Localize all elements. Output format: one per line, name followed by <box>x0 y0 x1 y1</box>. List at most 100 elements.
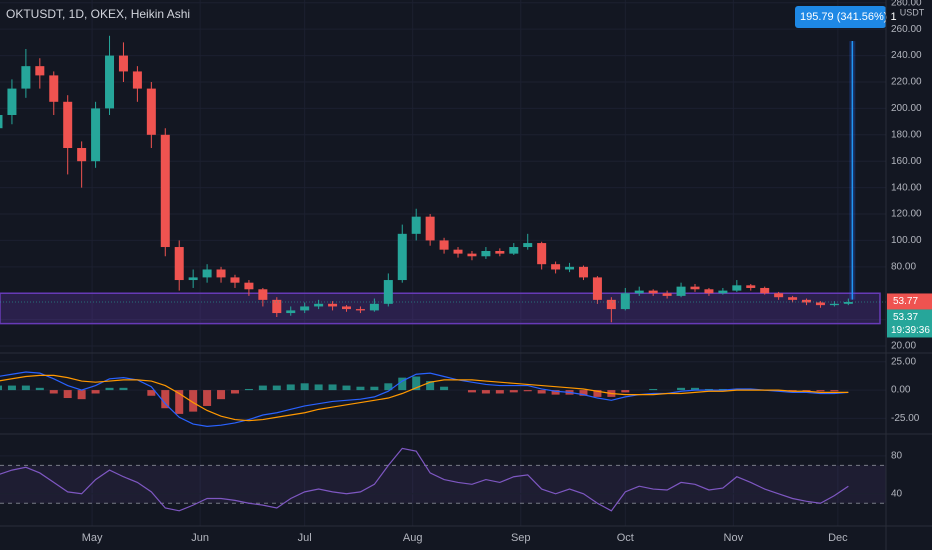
macd-histogram-bar <box>537 390 546 394</box>
candle-body <box>495 250 505 254</box>
candle-body <box>829 303 839 306</box>
macd-histogram-bar <box>0 385 2 391</box>
main-layer: 195.79 (341.56%) 1 <box>0 6 897 512</box>
candle-body <box>244 282 254 290</box>
y-tick-label: 80.00 <box>891 261 916 272</box>
candle-body <box>202 269 212 278</box>
macd-histogram-bar <box>621 390 630 393</box>
macd-histogram-bar <box>272 385 281 391</box>
rsi-band <box>0 465 886 504</box>
macd-histogram-bar <box>7 385 16 391</box>
candle-body <box>174 247 184 281</box>
rsi-line <box>0 447 849 512</box>
macd-histogram-bar <box>426 381 435 391</box>
candle-body <box>509 247 519 254</box>
macd-histogram-bar <box>342 385 351 391</box>
candle-body <box>606 299 616 310</box>
macd-histogram-bar <box>258 385 267 391</box>
y-tick-label: 80 <box>891 451 903 462</box>
macd-line <box>0 374 849 422</box>
macd-histogram-bar <box>593 390 602 397</box>
macd-histogram-bar <box>300 383 309 391</box>
candle-body <box>411 216 421 234</box>
measure-label-box <box>795 6 886 28</box>
candle-body <box>592 277 602 300</box>
y-tick-label: 240.00 <box>891 50 922 61</box>
x-tick-label: Jul <box>298 532 312 544</box>
macd-histogram-bar <box>147 390 156 396</box>
candle-body <box>439 240 449 250</box>
countdown: 19:39:36 <box>891 325 930 336</box>
candle-body <box>537 243 547 265</box>
candle-body <box>49 75 59 102</box>
x-tick-label: Nov <box>724 532 744 544</box>
x-tick-label: May <box>82 532 103 544</box>
y-tick-label: 200.00 <box>891 103 922 114</box>
y-tick-label: 220.00 <box>891 77 922 88</box>
candle-body <box>91 108 101 162</box>
macd-histogram-bar <box>230 390 239 394</box>
y-tick-label: 160.00 <box>891 156 922 167</box>
candle-body <box>286 310 296 314</box>
macd-histogram-bar <box>398 377 407 391</box>
macd-histogram-bar <box>105 387 114 391</box>
candle-body <box>565 266 575 270</box>
candle-body <box>718 290 728 294</box>
macd-histogram-bar <box>244 388 253 391</box>
candle-body <box>760 287 770 294</box>
high-marker-box <box>887 293 932 310</box>
macd-histogram-bar <box>119 387 128 391</box>
macd-histogram-bar <box>63 390 72 399</box>
candle-body <box>369 303 379 311</box>
candle-body <box>815 302 825 306</box>
candle-body <box>802 299 812 303</box>
candle-body <box>7 88 17 116</box>
candle-body <box>648 290 658 294</box>
candle-body <box>328 303 338 307</box>
candle-body <box>188 277 198 281</box>
y-tick-label: 280.00 <box>891 0 922 8</box>
x-tick-label: Dec <box>828 532 848 544</box>
y-tick-label: 40 <box>891 488 903 499</box>
y-tick-label: -25.00 <box>891 413 920 424</box>
y-tick-label: 120.00 <box>891 209 922 220</box>
measure-label: 195.79 (341.56%) 1 <box>800 11 897 23</box>
macd-histogram-bar <box>384 383 393 391</box>
candle-body <box>732 285 742 291</box>
macd-histogram-bar <box>314 384 323 391</box>
macd-histogram-bar <box>175 390 184 414</box>
chart-title: OKTUSDT, 1D, OKEX, Heikin Ashi <box>6 7 190 21</box>
macd-histogram-bar <box>356 386 365 391</box>
candle-body <box>314 303 324 307</box>
macd-histogram-bar <box>412 376 421 391</box>
candle-body <box>690 286 700 290</box>
macd-histogram-bar <box>203 390 212 406</box>
macd-histogram-bar <box>677 387 686 391</box>
background-layer <box>0 0 886 526</box>
macd-histogram-bar <box>189 390 198 412</box>
high-marker-label: 53.77 <box>893 296 918 307</box>
y-tick-label: 140.00 <box>891 182 922 193</box>
candle-body <box>634 290 644 294</box>
candle-body <box>146 88 156 135</box>
candle-body <box>523 243 533 248</box>
candle-body <box>300 306 310 311</box>
macd-line <box>0 371 849 427</box>
last-price-label: 53.37 <box>893 312 918 323</box>
candle-body <box>578 266 588 278</box>
macd-histogram-bar <box>91 390 100 394</box>
last-price-box <box>887 309 932 338</box>
candle-body <box>788 297 798 300</box>
macd-histogram-bar <box>649 388 658 391</box>
y-tick-label: 25.00 <box>891 356 916 367</box>
candle-body <box>425 216 435 241</box>
candle-body <box>0 115 3 129</box>
y-tick-label: 180.00 <box>891 129 922 140</box>
x-tick-label: Oct <box>617 532 634 544</box>
macd-histogram-bar <box>77 390 86 400</box>
macd-histogram-bar <box>161 390 170 409</box>
macd-histogram-bar <box>328 384 337 391</box>
macd-histogram-bar <box>495 390 504 394</box>
candle-body <box>397 233 407 281</box>
